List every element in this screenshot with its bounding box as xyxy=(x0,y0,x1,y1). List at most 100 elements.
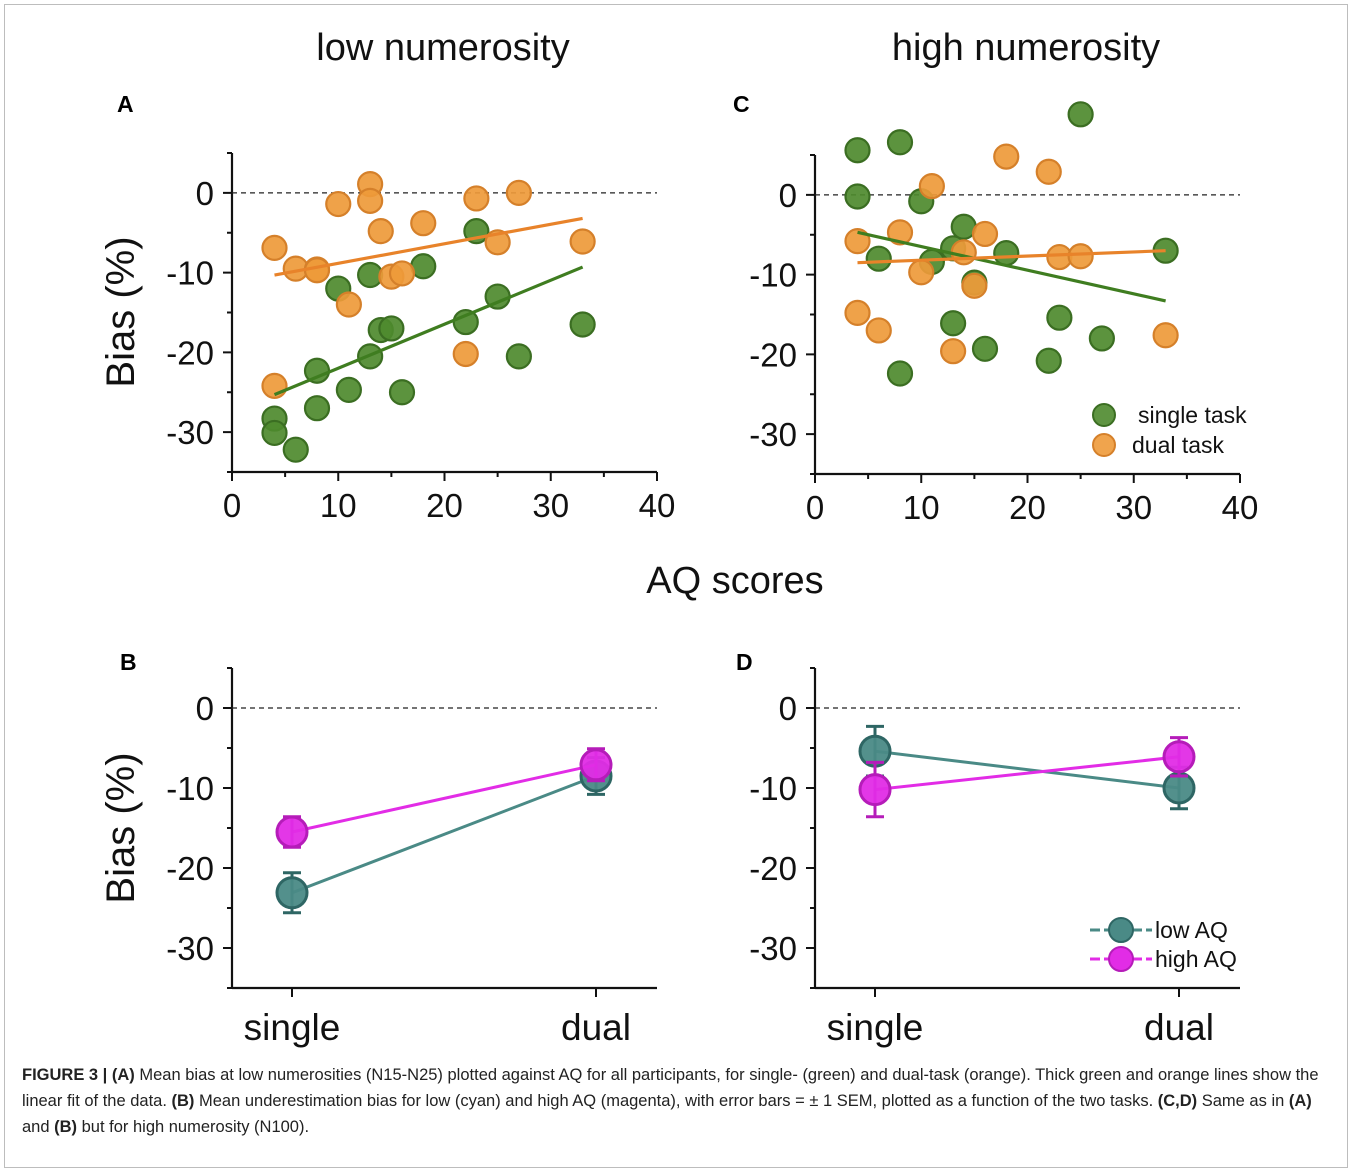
high-aq-line-b xyxy=(291,763,597,834)
dual-task-point-c xyxy=(961,272,988,299)
y-tick-label-b: 0 xyxy=(196,690,214,727)
dual-task-point-a xyxy=(325,190,352,218)
caption-ref-b: (B) xyxy=(171,1092,195,1110)
x-tick-label-a: 30 xyxy=(532,487,569,524)
caption-ref-a: (A) xyxy=(111,1066,135,1084)
single-task-point-c xyxy=(865,245,892,272)
high-aq-point-d xyxy=(858,773,892,807)
legend-label-single: single task xyxy=(1138,402,1247,428)
dual-task-point-c xyxy=(844,299,871,327)
single-task-point-c xyxy=(993,239,1020,267)
caption-text-b: Mean underestimation bias for low (cyan)… xyxy=(194,1092,1158,1110)
panel-label-d: D xyxy=(736,649,753,675)
panel-b-plot: 0 -10 -20 -30 single dual xyxy=(166,667,657,1048)
dual-task-point-a xyxy=(357,187,384,214)
dual-task-point-a xyxy=(261,234,288,262)
figure-caption: FIGURE 3 | (A) Mean bias at low numerosi… xyxy=(22,1062,1334,1140)
single-task-point-c xyxy=(1067,101,1094,128)
single-task-point-c xyxy=(1035,347,1062,374)
single-task-fit-line-a xyxy=(273,265,584,397)
x-tick-label-a: 10 xyxy=(320,487,357,524)
legend-label-dual: dual task xyxy=(1132,432,1225,458)
single-task-point-a xyxy=(505,343,532,370)
x-tick-label-c: 10 xyxy=(903,489,940,526)
dual-task-fit-line-c xyxy=(857,249,1166,265)
caption-text-a: Mean bias at low numerosities (N15-N25) … xyxy=(22,1066,1319,1110)
y-tick-label-b: -30 xyxy=(166,930,214,967)
x-tick-label-d: single xyxy=(827,1007,924,1048)
panel-d-plot: 0 -10 -20 -30 single dual xyxy=(749,667,1240,1048)
single-task-point-a xyxy=(378,315,405,342)
single-task-fit-line-c xyxy=(857,230,1166,303)
single-task-point-c xyxy=(886,129,914,156)
y-axis-label-b: Bias (%) xyxy=(99,752,143,903)
x-tick-label-c: 20 xyxy=(1009,489,1046,526)
legend-marker-single xyxy=(1092,403,1116,427)
title-high-numerosity: high numerosity xyxy=(892,27,1160,69)
y-tick-label-c: 0 xyxy=(779,177,797,214)
caption-text-end: but for high numerosity (N100). xyxy=(77,1118,310,1136)
legend-scatter: single task dual task xyxy=(1092,402,1247,458)
dual-task-point-c xyxy=(908,259,935,286)
dual-task-point-a xyxy=(452,340,479,368)
single-task-point-a xyxy=(569,311,596,338)
caption-ref-a2: (A) xyxy=(1288,1092,1312,1110)
dual-task-point-a xyxy=(388,260,416,287)
y-tick-label-b: -20 xyxy=(166,850,214,887)
single-task-point-c xyxy=(971,335,999,362)
dual-task-point-c xyxy=(971,220,999,248)
dual-task-point-c xyxy=(1152,322,1179,349)
caption-text-cd: Same as in xyxy=(1197,1092,1289,1110)
y-tick-label-a: -20 xyxy=(166,334,214,371)
legend-marker-low-aq xyxy=(1108,917,1134,943)
y-tick-label-d: -10 xyxy=(749,770,797,807)
x-tick-label-c: 40 xyxy=(1222,489,1259,526)
dual-task-point-a xyxy=(410,210,437,237)
dual-task-point-a xyxy=(569,228,596,255)
single-task-point-c xyxy=(844,137,871,164)
legend-label-low-aq: low AQ xyxy=(1155,917,1228,943)
legend-marker-high-aq xyxy=(1108,946,1134,972)
high-aq-line-d xyxy=(874,755,1180,792)
panel-a-plot: 0-10-20-300 10 20 30 40 xyxy=(166,152,675,524)
low-aq-line-b xyxy=(291,774,597,895)
x-tick-label-d: dual xyxy=(1144,1007,1214,1048)
dual-task-point-a xyxy=(463,185,490,212)
single-task-point-c xyxy=(940,310,967,337)
low-aq-line-d xyxy=(874,749,1180,790)
single-task-point-a xyxy=(388,379,416,406)
dual-task-point-c xyxy=(1035,158,1062,185)
single-task-point-a xyxy=(303,395,331,422)
single-task-point-c xyxy=(1046,304,1073,331)
y-tick-label-c: -10 xyxy=(749,257,797,294)
dual-task-point-a xyxy=(335,291,362,318)
dual-task-point-c xyxy=(993,143,1020,170)
title-low-numerosity: low numerosity xyxy=(316,27,569,69)
x-tick-label-b: single xyxy=(244,1007,341,1048)
legend-label-high-aq: high AQ xyxy=(1155,946,1237,972)
dual-task-point-a xyxy=(505,179,532,206)
y-tick-label-c: -20 xyxy=(749,336,797,373)
single-task-point-c xyxy=(844,183,871,210)
panel-label-c: C xyxy=(733,91,750,117)
y-tick-label-a: -30 xyxy=(166,414,214,451)
x-tick-label-c: 0 xyxy=(806,489,824,526)
dual-task-point-c xyxy=(940,338,967,365)
x-tick-label-b: dual xyxy=(561,1007,631,1048)
caption-ref-b2: (B) xyxy=(54,1118,78,1136)
dual-task-fit-line-a xyxy=(274,216,583,277)
high-aq-point-b xyxy=(579,748,613,782)
x-axis-label-aq-scores: AQ scores xyxy=(646,560,823,602)
dual-task-point-c xyxy=(886,219,914,246)
y-tick-label-a: -10 xyxy=(166,255,214,292)
caption-label: FIGURE 3 | xyxy=(22,1066,112,1084)
y-tick-label-b: -10 xyxy=(166,770,214,807)
y-tick-label-d: 0 xyxy=(779,690,797,727)
panel-label-b: B xyxy=(120,649,137,675)
dual-task-point-c xyxy=(1067,243,1094,270)
y-tick-label-d: -30 xyxy=(749,930,797,967)
y-axis-label-a: Bias (%) xyxy=(99,236,143,387)
figure-frame xyxy=(4,4,1348,1168)
legend-marker-dual xyxy=(1092,433,1116,457)
high-aq-point-d xyxy=(1162,740,1196,774)
